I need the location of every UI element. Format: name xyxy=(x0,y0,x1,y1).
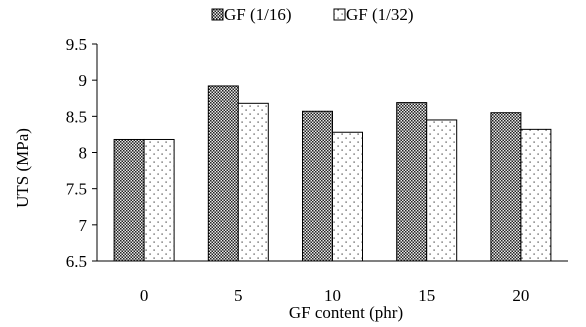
x-tick-label: 15 xyxy=(418,286,435,305)
legend-swatch-series-1 xyxy=(211,8,224,21)
y-axis: 6.5 7 7.5 8 8.5 9 9.5 xyxy=(66,35,98,271)
bar-series-1-cat-10 xyxy=(302,110,333,262)
x-tick-label: 10 xyxy=(324,286,341,305)
bar-series-2-cat-0 xyxy=(143,138,175,262)
bars xyxy=(113,85,552,262)
legend-swatch-series-2 xyxy=(333,8,346,21)
bar-series-2-cat-5 xyxy=(237,102,269,262)
x-axis: 0 5 10 15 20 xyxy=(97,260,568,305)
legend: GF (1/16) GF (1/32) xyxy=(211,5,414,24)
y-axis-label: UTS (MPa) xyxy=(13,128,32,208)
bar-series-1-cat-15 xyxy=(396,102,428,262)
y-tick-label: 9.5 xyxy=(66,35,87,54)
bar-series-2-cat-20 xyxy=(520,128,552,262)
bar-series-1-cat-20 xyxy=(490,112,522,262)
y-tick-label: 6.5 xyxy=(66,252,87,271)
y-tick-label: 7.5 xyxy=(66,180,87,199)
legend-label-series-2: GF (1/32) xyxy=(346,5,414,24)
x-tick-label: 20 xyxy=(512,286,529,305)
legend-label-series-1: GF (1/16) xyxy=(224,5,292,24)
y-tick-label: 7 xyxy=(79,216,88,235)
x-tick-label: 5 xyxy=(234,286,243,305)
bar-series-2-cat-10 xyxy=(332,131,363,262)
y-tick-label: 8.5 xyxy=(66,107,87,126)
y-tick-label: 8 xyxy=(79,144,88,163)
x-axis-label: GF content (phr) xyxy=(289,303,403,322)
bar-series-2-cat-15 xyxy=(426,119,458,262)
x-tick-label: 0 xyxy=(140,286,149,305)
bar-series-1-cat-5 xyxy=(207,85,239,262)
bar-series-1-cat-0 xyxy=(113,138,145,262)
y-tick-label: 9 xyxy=(79,71,88,90)
